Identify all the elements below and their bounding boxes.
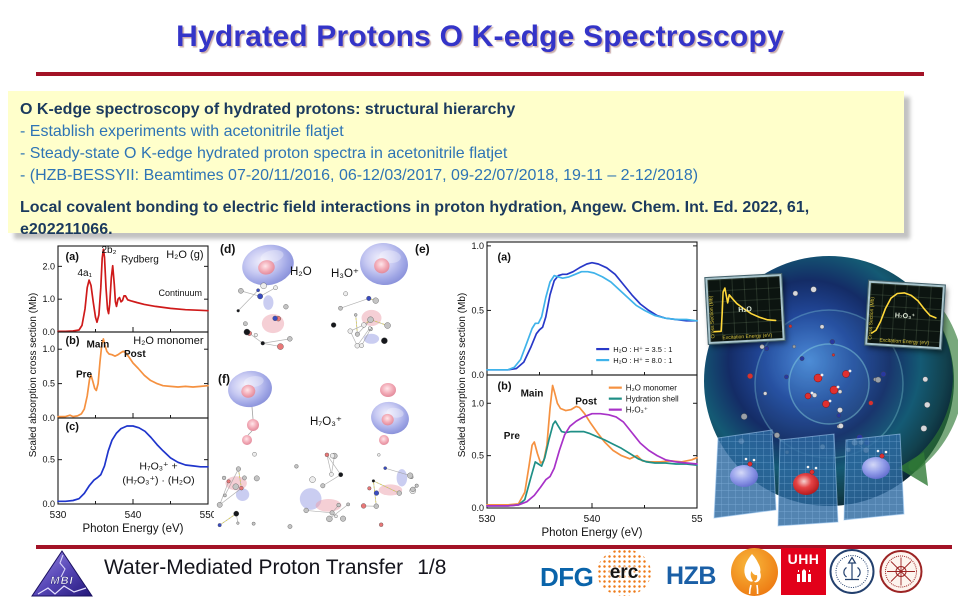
svg-text:2b₂: 2b₂ bbox=[102, 245, 117, 256]
svg-text:530: 530 bbox=[479, 514, 496, 525]
bgu-flame-logo bbox=[731, 548, 778, 596]
svg-text:0.0: 0.0 bbox=[42, 499, 55, 509]
svg-text:H₇O₃⁺ +: H₇O₃⁺ + bbox=[139, 461, 177, 473]
svg-text:550: 550 bbox=[200, 510, 214, 521]
reference-spectra-chart: 0.0 1.0 2.0 (a) 4a₁ 2b₂ Rydberg H₂O (g) Continuu… bbox=[28, 240, 214, 540]
mbi-text: MBI bbox=[50, 575, 73, 587]
svg-text:0.5: 0.5 bbox=[42, 455, 55, 465]
dfg-logo: DFG bbox=[540, 562, 594, 592]
uhh-text: UHH bbox=[787, 551, 820, 567]
svg-text:2.0: 2.0 bbox=[42, 261, 55, 271]
svg-text:H₂O : H⁺ = 3.5 : 1: H₂O : H⁺ = 3.5 : 1 bbox=[613, 345, 672, 354]
svg-text:Pre: Pre bbox=[76, 370, 93, 381]
svg-text:0.5: 0.5 bbox=[42, 379, 55, 389]
svg-text:Pre: Pre bbox=[504, 431, 521, 442]
svg-text:H₂O : H⁺ = 8.0 : 1: H₂O : H⁺ = 8.0 : 1 bbox=[613, 356, 672, 365]
svg-text:0.0: 0.0 bbox=[471, 503, 484, 513]
bullet-beamtimes: - (HZB-BESSYII: Beamtimes 07-20/11/2016,… bbox=[20, 167, 699, 184]
svg-text:0.0: 0.0 bbox=[471, 370, 484, 380]
svg-text:0.0: 0.0 bbox=[42, 413, 55, 423]
svg-text:Post: Post bbox=[124, 349, 146, 360]
mbi-triangle-icon: MBI bbox=[31, 550, 93, 597]
svg-text:Scaled absorption cross sectio: Scaled absorption cross section (Mb) bbox=[28, 293, 39, 458]
label-h7o3: H₇O₃⁺ bbox=[310, 416, 342, 428]
svg-text:1.0: 1.0 bbox=[471, 398, 484, 408]
svg-text:H₂O monomer: H₂O monomer bbox=[133, 335, 204, 347]
svg-text:(c): (c) bbox=[66, 421, 80, 433]
svg-text:Continuum: Continuum bbox=[158, 288, 202, 298]
stockholm-seal-icon bbox=[829, 549, 875, 594]
inset-xlabel: Excitation Energy (eV) bbox=[722, 332, 773, 342]
bullet-flatjet: - Establish experiments with acetonitril… bbox=[20, 123, 344, 140]
title-divider bbox=[36, 72, 924, 76]
svg-text:55: 55 bbox=[691, 514, 703, 525]
svg-text:(b): (b) bbox=[498, 381, 512, 393]
hzb-logo: HZB bbox=[666, 562, 716, 590]
inset-curve-h2o bbox=[713, 287, 777, 333]
h2o-spectrum-inset: Cross Section (Mb) Excitation Energy (eV… bbox=[705, 274, 785, 344]
footer-label: Water-Mediated Proton Transfer bbox=[104, 556, 404, 579]
svg-text:(a): (a) bbox=[66, 251, 80, 263]
orbital-illustration bbox=[216, 242, 419, 529]
uppsala-seal-icon bbox=[879, 550, 923, 593]
svg-text:H₇O₃⁺: H₇O₃⁺ bbox=[626, 406, 648, 415]
footer-title: Water-Mediated Proton Transfer 1/8 bbox=[104, 556, 446, 580]
summary-box: O K-edge spectroscopy of hydrated proton… bbox=[8, 91, 904, 238]
inset-species-label: H₇O₃⁺ bbox=[894, 312, 916, 321]
h7o3-spectrum-inset: Cross Section (Mb) Excitation Energy (eV… bbox=[865, 280, 945, 350]
svg-text:0.0: 0.0 bbox=[42, 327, 55, 337]
erc-logo: erc bbox=[597, 549, 651, 596]
svg-text:530: 530 bbox=[50, 510, 67, 521]
svg-text:(b): (b) bbox=[66, 335, 80, 347]
label-h2o: H₂O bbox=[290, 266, 312, 278]
label-h3o: H₃O⁺ bbox=[331, 268, 360, 280]
uhh-logo: UHH bbox=[781, 548, 826, 595]
svg-text:540: 540 bbox=[125, 510, 142, 521]
svg-text:(a): (a) bbox=[498, 252, 512, 264]
svg-text:Photon Energy (eV): Photon Energy (eV) bbox=[541, 527, 642, 539]
svg-text:H₂O (g): H₂O (g) bbox=[166, 249, 203, 261]
svg-text:4a₁: 4a₁ bbox=[78, 268, 93, 279]
summary-heading: O K-edge spectroscopy of hydrated proton… bbox=[20, 101, 516, 118]
svg-text:0.5: 0.5 bbox=[471, 305, 484, 315]
chart-canvas: 0.0 1.0 2.0 (a) 4a₁ 2b₂ Rydberg H₂O (g) Continuu… bbox=[28, 245, 214, 535]
panel-tag-f: (f) bbox=[218, 372, 230, 386]
flatjet-spectra-chart: 0.0 0.5 1.0 (a) H₂O : H⁺ = 3.5 : 1 H₂O : H⁺ =… bbox=[457, 236, 703, 544]
svg-text:Post: Post bbox=[575, 396, 597, 407]
svg-text:0.5: 0.5 bbox=[471, 451, 484, 461]
flame-icon bbox=[744, 554, 761, 595]
svg-text:Photon Energy (eV): Photon Energy (eV) bbox=[82, 523, 183, 535]
svg-text:H₂O monomer: H₂O monomer bbox=[626, 384, 677, 393]
svg-text:540: 540 bbox=[584, 514, 601, 525]
footer-divider bbox=[36, 545, 952, 549]
chart-canvas: 0.0 0.5 1.0 (a) H₂O : H⁺ = 3.5 : 1 H₂O : H⁺ =… bbox=[457, 241, 703, 539]
svg-text:Main: Main bbox=[87, 339, 110, 350]
svg-text:1.0: 1.0 bbox=[42, 294, 55, 304]
reference-citation: Local covalent bonding to electric field… bbox=[20, 199, 810, 238]
panel-tag-d: (d) bbox=[220, 242, 236, 256]
svg-text:Rydberg: Rydberg bbox=[121, 254, 159, 265]
svg-text:1.0: 1.0 bbox=[471, 241, 484, 251]
svg-text:(H₇O₃⁺) · (H₂O): (H₇O₃⁺) · (H₂O) bbox=[122, 474, 194, 486]
inset-species-label: H₂O bbox=[738, 306, 753, 315]
page-number: 1/8 bbox=[417, 556, 447, 579]
svg-text:Hydration shell: Hydration shell bbox=[626, 395, 679, 404]
svg-text:Main: Main bbox=[521, 388, 544, 399]
svg-text:Scaled absorption cross sectio: Scaled absorption cross section (Mb) bbox=[457, 293, 468, 458]
uppsala-university-seal bbox=[879, 549, 923, 594]
hydration-sphere-illustration: Cross Section (Mb) Excitation Energy (eV… bbox=[700, 238, 958, 538]
page-title: Hydrated Protons O K-edge Spectroscopy bbox=[176, 20, 784, 53]
erc-text: erc bbox=[609, 561, 639, 583]
panel-tag-e: (e) bbox=[415, 242, 430, 256]
inset-curve-h7o3 bbox=[871, 292, 937, 334]
bullet-steady-state: - Steady-state O K-edge hydrated proton … bbox=[20, 145, 508, 162]
svg-text:1.0: 1.0 bbox=[42, 344, 55, 354]
orbital-structures-panel: (d) (e) (f) H₂O H₃O⁺ H₇O₃⁺ bbox=[214, 238, 456, 538]
mbi-logo: MBI bbox=[30, 550, 94, 598]
stockholm-university-seal bbox=[829, 548, 875, 595]
castle-icon bbox=[796, 569, 811, 582]
